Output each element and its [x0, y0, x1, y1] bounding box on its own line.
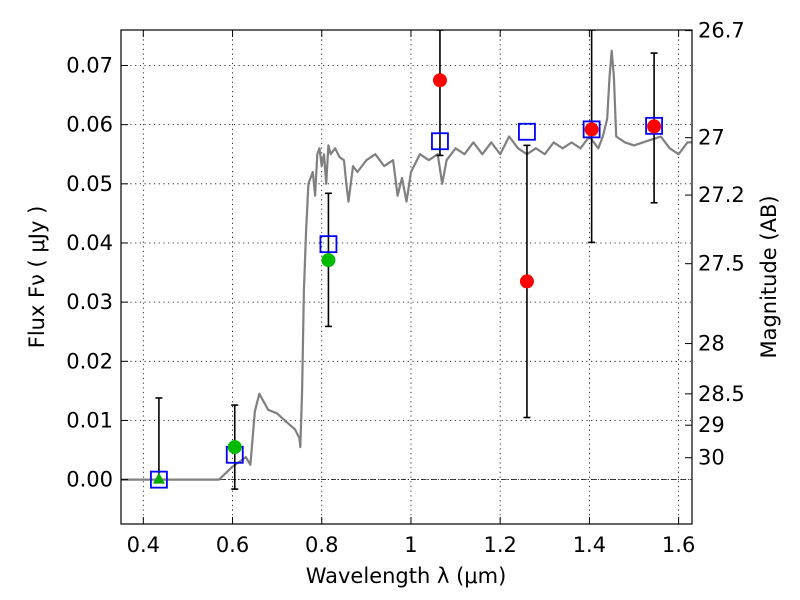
- x-axis-label: Wavelength λ (μm): [306, 564, 507, 588]
- y-tick-label: 0.02: [66, 349, 113, 373]
- x-tick-label: 0.8: [305, 533, 338, 557]
- right-tick-label: 30: [698, 446, 725, 470]
- y-tick-label: 0.00: [66, 468, 113, 492]
- grid: [121, 30, 692, 524]
- model-photometry-square: [582, 120, 601, 139]
- y-tick-label: 0.06: [66, 113, 113, 137]
- y-tick-label: 0.07: [66, 53, 113, 77]
- model-sed: [121, 49, 692, 481]
- observed-point: [519, 274, 534, 289]
- x-tick-label: 1: [404, 533, 417, 557]
- observed-point: [584, 122, 599, 137]
- model-photometry-square: [645, 116, 663, 135]
- axis-ticks: [121, 30, 692, 524]
- observed-photometry: [152, 73, 662, 484]
- y-tick-label: 0.04: [66, 231, 113, 255]
- observed-point: [647, 119, 662, 134]
- model-sed-line: [121, 49, 692, 481]
- model-photometry-square: [150, 470, 168, 489]
- x-tick-label: 1.2: [483, 533, 516, 557]
- right-tick-label: 27.2: [698, 183, 745, 207]
- observed-point: [227, 440, 242, 455]
- observed-point: [432, 73, 447, 88]
- right-tick-label: 27.5: [698, 252, 745, 276]
- right-tick-label: 28.5: [698, 382, 745, 406]
- plot-frame: [120, 29, 693, 525]
- axis-tick-labels: 0.4 0.6 0.8 1 1.2 1.4 1.6 0.00 0.01 0.02 0.03 0.04 0…: [66, 19, 745, 557]
- right-tick-label: 28: [698, 332, 725, 356]
- right-tick-label: 26.7: [698, 19, 745, 43]
- model-photometry-square: [431, 132, 449, 151]
- right-tick-label: 27: [698, 126, 725, 150]
- x-tick-label: 0.4: [127, 533, 160, 557]
- model-photometry: [150, 116, 663, 489]
- y-tick-label: 0.01: [66, 408, 113, 432]
- right-axis-label: Magnitude (AB): [757, 195, 781, 358]
- x-tick-label: 1.6: [662, 533, 695, 557]
- y-axis-label: Flux Fν ( μJy ): [25, 206, 49, 349]
- model-photometry-square: [319, 235, 338, 254]
- y-tick-label: 0.03: [66, 290, 113, 314]
- y-tick-label: 0.05: [66, 172, 113, 196]
- x-tick-label: 1.4: [573, 533, 606, 557]
- observed-point-triangle: [152, 472, 165, 484]
- plot-background: [121, 30, 692, 524]
- observed-point: [321, 253, 336, 268]
- x-tick-label: 0.6: [216, 533, 249, 557]
- model-photometry-square: [518, 122, 536, 141]
- right-tick-label: 29: [698, 413, 725, 437]
